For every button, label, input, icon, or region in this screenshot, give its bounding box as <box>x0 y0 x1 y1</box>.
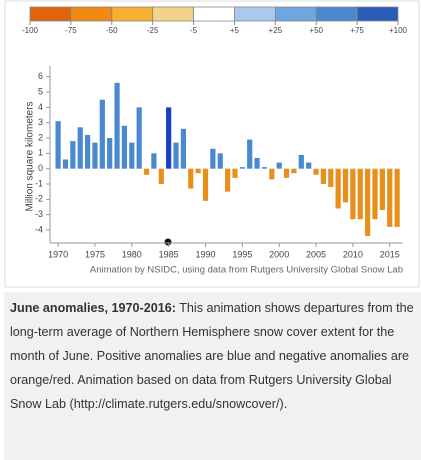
x-tick-label: 2005 <box>306 249 326 259</box>
bar <box>247 139 253 169</box>
bar <box>261 167 268 169</box>
color-box <box>234 6 276 22</box>
y-tick-label: -4 <box>35 224 43 234</box>
colorbar-tick-label: +75 <box>350 26 364 35</box>
y-tick-label: 1 <box>38 148 43 158</box>
x-tick-label: 1975 <box>85 249 105 259</box>
bar <box>114 82 120 169</box>
slider-knob <box>164 238 172 246</box>
bar <box>313 168 319 175</box>
colorbar-tick-label: -25 <box>147 26 159 35</box>
bar <box>62 159 69 169</box>
color-box <box>152 6 194 22</box>
caption-title: June anomalies, 1970-2016: <box>10 301 176 315</box>
y-tick-label: 6 <box>38 71 43 81</box>
y-axis-label: Million square kilometers <box>25 101 36 211</box>
x-tick-label: 1985 <box>159 249 179 259</box>
y-tick-label: 3 <box>38 117 43 127</box>
bar <box>77 127 83 169</box>
y-tick-label: 0 <box>38 163 43 173</box>
bar <box>70 141 76 169</box>
bar <box>239 167 245 169</box>
caption-text: This animation shows departures from the… <box>10 301 414 411</box>
colorbar-tick-label: +5 <box>230 26 240 35</box>
bar <box>320 168 327 184</box>
color-box <box>193 6 235 22</box>
bar <box>217 153 223 169</box>
color-box <box>29 6 72 22</box>
bar <box>143 168 150 175</box>
bar <box>372 168 378 220</box>
bar <box>129 142 135 169</box>
x-tick-label: 1995 <box>232 249 252 259</box>
bar <box>291 168 297 174</box>
bar <box>202 168 209 201</box>
bar <box>365 168 371 237</box>
x-tick-label: 2000 <box>269 249 289 259</box>
bar <box>232 168 238 178</box>
y-tick-label: -1 <box>35 178 43 188</box>
x-tick-label: 1990 <box>195 249 215 259</box>
bar <box>210 148 216 169</box>
bar <box>158 168 164 184</box>
bar <box>357 168 363 220</box>
bar <box>298 154 304 169</box>
bar <box>136 107 142 169</box>
bar <box>394 168 400 227</box>
x-tick-label: 2010 <box>343 249 363 259</box>
x-tick-label: 1970 <box>48 249 68 259</box>
bar <box>379 168 385 211</box>
colorbar-tick-label: +100 <box>389 26 408 35</box>
colorbar-tick-label: -75 <box>65 26 77 35</box>
color-box <box>356 6 399 22</box>
x-tick-label: 2015 <box>380 249 400 259</box>
bar <box>283 168 290 178</box>
bar <box>92 142 98 169</box>
bar <box>55 121 61 169</box>
color-box <box>315 6 358 22</box>
bar <box>335 168 341 209</box>
colorbar-tick-label: -100 <box>22 26 39 35</box>
y-tick-label: 5 <box>38 86 43 96</box>
y-tick-label: -2 <box>35 194 43 204</box>
bar <box>173 142 179 169</box>
bar <box>350 168 356 220</box>
bar <box>254 157 260 169</box>
y-tick-label: 4 <box>38 102 43 112</box>
bar <box>151 153 157 169</box>
bar <box>387 168 393 227</box>
bar <box>166 107 172 169</box>
bar <box>195 168 201 174</box>
source-note: Animation by NSIDC, using data from Rutg… <box>90 265 403 276</box>
colorbar-tick-label: +25 <box>269 26 283 35</box>
y-tick-label: 2 <box>38 132 43 142</box>
chart: -100 -75 -50 -25 -5 +5 +25 +50 +75 +100 -4 -3 -2 -1 0 1… <box>4 0 420 288</box>
color-box <box>274 6 317 22</box>
bar <box>276 162 282 169</box>
colorbar-tick-label: -50 <box>106 26 118 35</box>
bar <box>188 168 194 189</box>
bar <box>342 168 349 203</box>
bar <box>225 168 231 192</box>
colorbar-tick-label: -5 <box>190 26 198 35</box>
bar <box>121 125 128 169</box>
bar <box>107 138 113 169</box>
chart-frame <box>4 0 420 288</box>
bar <box>328 168 334 188</box>
bar <box>99 99 105 169</box>
color-box <box>111 6 154 22</box>
bar <box>84 134 91 169</box>
y-tick-label: -3 <box>35 209 43 219</box>
caption: June anomalies, 1970-2016: This animatio… <box>4 292 421 460</box>
bar <box>180 128 186 169</box>
x-tick-label: 1980 <box>122 249 142 259</box>
colorbar-tick-label: +50 <box>309 26 323 35</box>
color-box <box>70 6 113 22</box>
bar <box>269 168 275 180</box>
bar <box>306 162 312 169</box>
